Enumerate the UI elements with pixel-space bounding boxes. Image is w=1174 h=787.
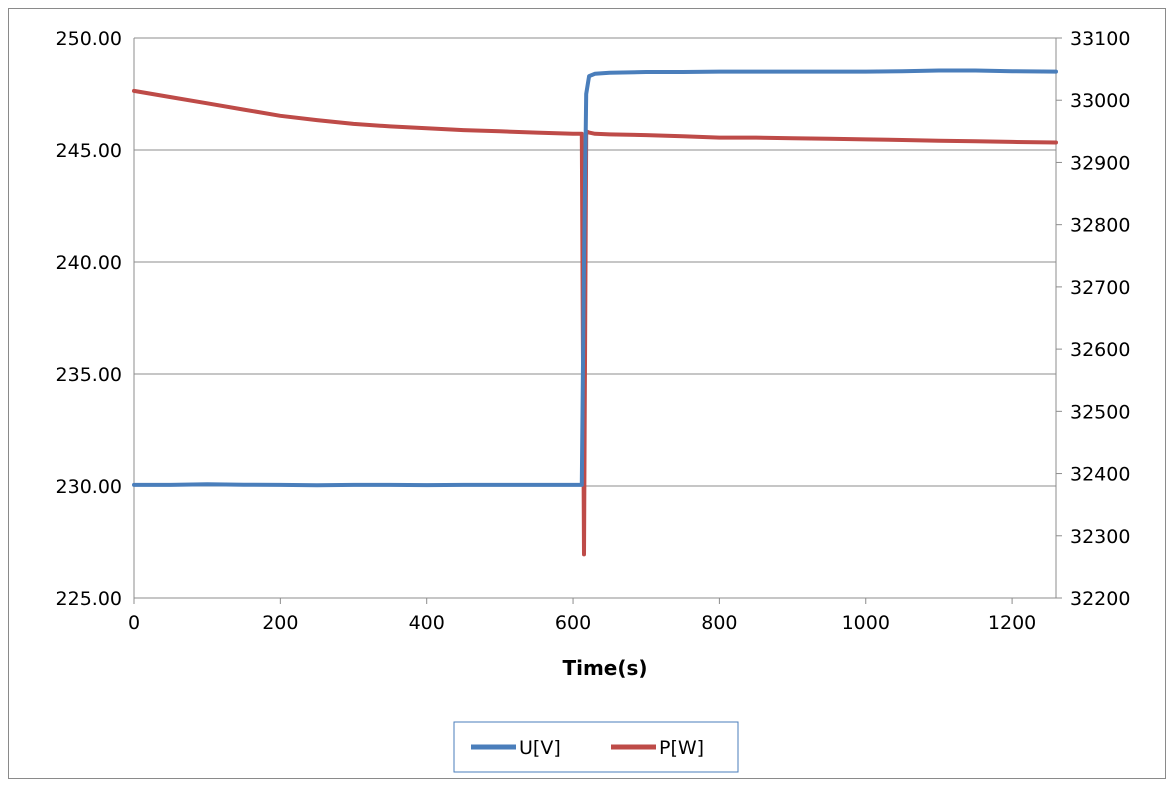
- y2-tick-label: 32600: [1070, 339, 1130, 361]
- legend: U[V] P[W]: [453, 721, 739, 773]
- legend-label: U[V]: [519, 737, 561, 759]
- series-lines: [132, 68, 1058, 557]
- x-tick-label: 1200: [988, 612, 1036, 634]
- y-tick-label: 235.00: [56, 364, 122, 386]
- legend-items: U[V] P[W]: [471, 737, 704, 759]
- y2-tick-label: 33000: [1070, 90, 1130, 112]
- y2-tick-label: 32400: [1070, 464, 1130, 486]
- x-axis-tick-labels: 0 200 400 600 800 1000 1200: [128, 612, 1036, 634]
- x-tick-label: 0: [128, 612, 140, 634]
- chart: 250.00 245.00 240.00 235.00 230.00 225.00 331…: [56, 28, 1130, 773]
- y2-tick-label: 32300: [1070, 526, 1130, 548]
- x-tick-label: 200: [262, 612, 298, 634]
- y2-tick-label: 32200: [1070, 588, 1130, 610]
- axes: [133, 37, 1062, 604]
- x-tick-label: 1000: [842, 612, 890, 634]
- y-tick-label: 225.00: [56, 588, 122, 610]
- y2-tick-label: 33100: [1070, 28, 1130, 50]
- x-tick-label: 800: [701, 612, 737, 634]
- y-tick-label: 240.00: [56, 252, 122, 274]
- series-line-uv: [132, 68, 1058, 488]
- y2-axis-tick-labels: 33100 33000 32900 32800 32700 32600 32500 32400…: [1070, 28, 1130, 610]
- x-tick-label: 600: [555, 612, 591, 634]
- y2-tick-label: 32500: [1070, 401, 1130, 423]
- y-tick-label: 230.00: [56, 476, 122, 498]
- y-tick-label: 250.00: [56, 28, 122, 50]
- legend-label: P[W]: [659, 737, 704, 759]
- y-axis-tick-labels: 250.00 245.00 240.00 235.00 230.00 225.00: [56, 28, 122, 610]
- x-tick-label: 400: [409, 612, 445, 634]
- gridlines: [134, 37, 1056, 599]
- chart-frame: 250.00 245.00 240.00 235.00 230.00 225.00 331…: [8, 8, 1166, 779]
- x-axis-title: Time(s): [562, 656, 647, 680]
- y2-tick-label: 32900: [1070, 152, 1130, 174]
- y2-tick-label: 32700: [1070, 277, 1130, 299]
- y-tick-label: 245.00: [56, 140, 122, 162]
- y2-tick-label: 32800: [1070, 215, 1130, 237]
